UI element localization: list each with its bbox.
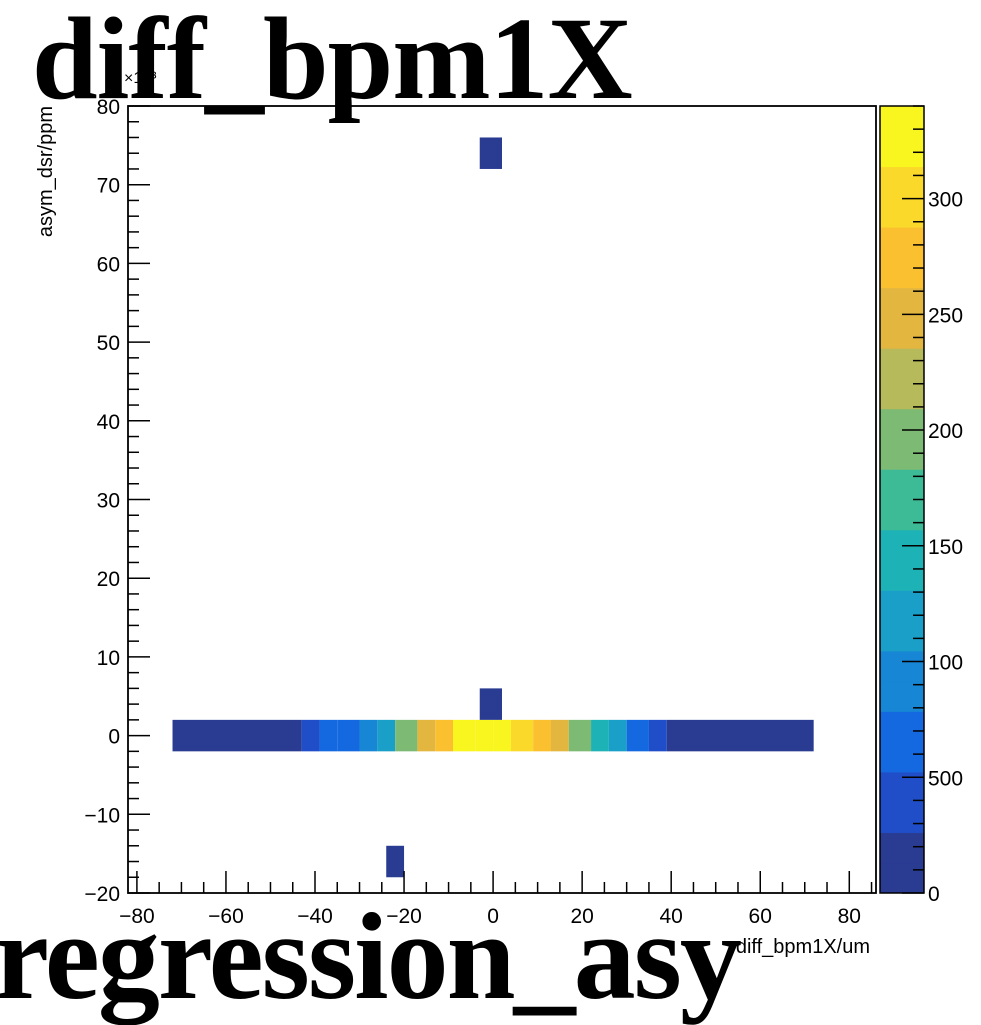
colorbar-tick-label: 200 [928, 420, 963, 443]
heatmap-cell [172, 719, 302, 752]
x-tick-label: 40 [660, 905, 683, 928]
heatmap-chart: −80 −60 −40 −20 0 20 40 60 80 −20 −10 0 10 20 30 40 50 60… [35, 96, 963, 958]
heatmap-cell [386, 845, 405, 878]
heatmap-cells [172, 137, 814, 878]
y-tick-label: 60 [97, 253, 120, 276]
colorbar-segment [880, 227, 924, 258]
colorbar-segment [880, 196, 924, 228]
plot-frame [127, 105, 877, 894]
x-tick-label: 60 [749, 905, 772, 928]
colorbar-segment [880, 469, 924, 500]
heatmap-cell [568, 719, 592, 752]
colorbar-segment [880, 166, 924, 198]
colorbar-segment [880, 711, 924, 743]
colorbar-segment [880, 620, 924, 652]
x-tick-label: 80 [838, 905, 861, 928]
heatmap-cell [479, 137, 502, 169]
colorbar-segment [880, 257, 924, 289]
heatmap-cell [479, 688, 502, 720]
bottom-title: regression_asy [0, 888, 742, 1025]
colorbar-segment [880, 560, 924, 591]
heatmap-cell [648, 719, 667, 752]
colorbar-tick-label: 300 [928, 189, 963, 212]
y-tick-label: 10 [97, 647, 120, 670]
y-tick-label: −10 [84, 804, 120, 827]
heatmap-cell [510, 719, 534, 752]
colorbar-segment [880, 650, 924, 682]
exponent-label: ×10³ [124, 70, 157, 87]
heatmap-cell [666, 719, 814, 752]
colorbar-tick-label: 100 [928, 652, 963, 675]
colorbar-segment [880, 590, 924, 622]
y-tick-label: 40 [97, 411, 120, 434]
x-tick-label: 20 [570, 905, 593, 928]
heatmap-cell [533, 719, 551, 752]
colorbar-segment [880, 348, 924, 379]
y-axis-title: asym_dsr/ppm [35, 106, 57, 237]
heatmap-cell [377, 719, 396, 752]
x-tick-label: −20 [386, 905, 422, 928]
axis-ticks [128, 105, 924, 894]
y-tick-label: 70 [97, 175, 120, 198]
chart-title: diff_bpm1X [32, 0, 633, 124]
colorbar-segment [880, 287, 924, 319]
colorbar-segment [880, 317, 924, 349]
colorbar-segment [880, 862, 924, 894]
y-tick-label: 30 [97, 490, 120, 513]
plot-border [127, 105, 877, 894]
axis-labels: −80 −60 −40 −20 0 20 40 60 80 −20 −10 0 10 20 30 40 50 60… [35, 96, 963, 958]
heatmap-cell [301, 719, 320, 752]
colorbar-segment [880, 681, 924, 712]
heatmap-cell [591, 719, 609, 752]
heatmap-cell [626, 719, 649, 752]
colorbar-segment [880, 499, 924, 531]
y-tick-label: 50 [97, 332, 120, 355]
heatmap-cell [395, 719, 418, 752]
x-tick-label: −60 [208, 905, 244, 928]
y-tick-label: 0 [108, 726, 120, 749]
heatmap-cell [550, 719, 569, 752]
x-tick-label: −80 [119, 905, 155, 928]
colorbar-segment [880, 832, 924, 864]
colorbar-segment [880, 408, 924, 440]
x-tick-label: −40 [297, 905, 333, 928]
heatmap-cell [337, 719, 360, 752]
colorbar-tick-label: 500 [928, 767, 963, 790]
heatmap-cell [493, 719, 511, 752]
heatmap-cell [608, 719, 627, 752]
colorbar-tick-label: 150 [928, 536, 963, 559]
y-tick-label: −20 [84, 883, 120, 906]
colorbar-tick-label: 0 [928, 883, 940, 906]
x-axis-title: diff_bpm1X/um [736, 936, 870, 958]
heatmap-cell [417, 719, 436, 752]
colorbar-segment [880, 438, 924, 470]
y-tick-label: 80 [97, 96, 120, 119]
x-tick-label: 0 [487, 905, 499, 928]
heatmap-cell [453, 719, 476, 752]
colorbar-segment [880, 106, 924, 137]
heatmap-cell [435, 719, 454, 752]
colorbar-tick-label: 250 [928, 304, 963, 327]
colorbar-segment [880, 741, 924, 773]
heatmap-cell [475, 719, 494, 752]
colorbar-segment [880, 802, 924, 833]
heatmap-cell [319, 719, 338, 752]
y-tick-label: 20 [97, 568, 120, 591]
heatmap-cell [359, 719, 378, 752]
